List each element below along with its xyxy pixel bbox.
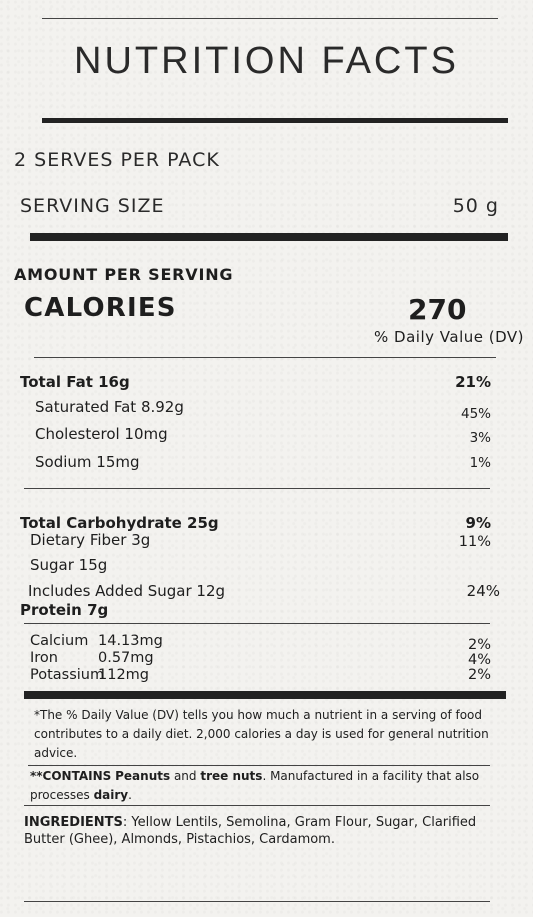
calories-divider [34, 357, 496, 358]
sodium-dv: 1% [469, 455, 491, 471]
serving-rule [30, 233, 508, 241]
footnote-divider [28, 765, 490, 766]
cholesterol-label: Cholesterol 10mg [35, 425, 168, 443]
total-fat-label: Total Fat 16g [20, 373, 130, 391]
ingredients-statement: INGREDIENTS: Yellow Lentils, Semolina, G… [24, 815, 477, 847]
total-carbohydrate-label: Total Carbohydrate 25g [20, 514, 219, 532]
protein-divider [24, 623, 490, 624]
calories-value: 270 [408, 293, 467, 326]
total-carbohydrate-dv: 9% [465, 514, 491, 532]
saturated-fat-dv: 45% [460, 406, 491, 422]
fat-divider [24, 488, 490, 489]
calories-label: CALORIES [24, 293, 177, 323]
title-rule [42, 118, 508, 123]
added-sugar-label: Includes Added Sugar 12g [28, 582, 226, 600]
mineral-dv: 2% [467, 667, 491, 683]
cholesterol-dv: 3% [469, 430, 491, 446]
mineral-name: Potassium [30, 667, 105, 683]
sugar-label: Sugar 15g [30, 556, 108, 574]
dietary-fiber-dv: 11% [458, 534, 491, 550]
bottom-divider [24, 901, 490, 902]
allergen-statement: **CONTAINS Peanuts and tree nuts. Manufa… [30, 769, 480, 802]
mineral-amount: 112mg [98, 667, 150, 683]
dietary-fiber-label: Dietary Fiber 3g [30, 531, 151, 549]
top-divider [42, 18, 498, 19]
serving-size-label: SERVING SIZE [20, 195, 165, 217]
added-sugar-dv: 24% [466, 582, 500, 600]
serving-size-value: 50 g [452, 195, 499, 217]
mineral-amount: 0.57mg [98, 650, 154, 666]
saturated-fat-label: Saturated Fat 8.92g [35, 398, 184, 416]
page-title: NUTRITION FACTS [74, 40, 459, 82]
mineral-dv: 4% [467, 652, 491, 668]
mineral-dv: 2% [467, 637, 491, 653]
mineral-name: Iron [30, 650, 58, 666]
sodium-label: Sodium 15mg [35, 453, 140, 471]
minerals-rule [24, 691, 506, 699]
mineral-name: Calcium [30, 633, 89, 649]
allergen-divider [24, 805, 490, 806]
amount-per-serving: AMOUNT PER SERVING [14, 265, 234, 284]
daily-value-footnote: *The % Daily Value (DV) tells you how mu… [34, 708, 489, 760]
daily-value-header: % Daily Value (DV) [374, 328, 524, 346]
serves-per-pack: 2 SERVES PER PACK [14, 149, 220, 171]
total-fat-dv: 21% [455, 373, 491, 391]
mineral-amount: 14.13mg [98, 633, 163, 649]
protein-label: Protein 7g [20, 601, 109, 619]
